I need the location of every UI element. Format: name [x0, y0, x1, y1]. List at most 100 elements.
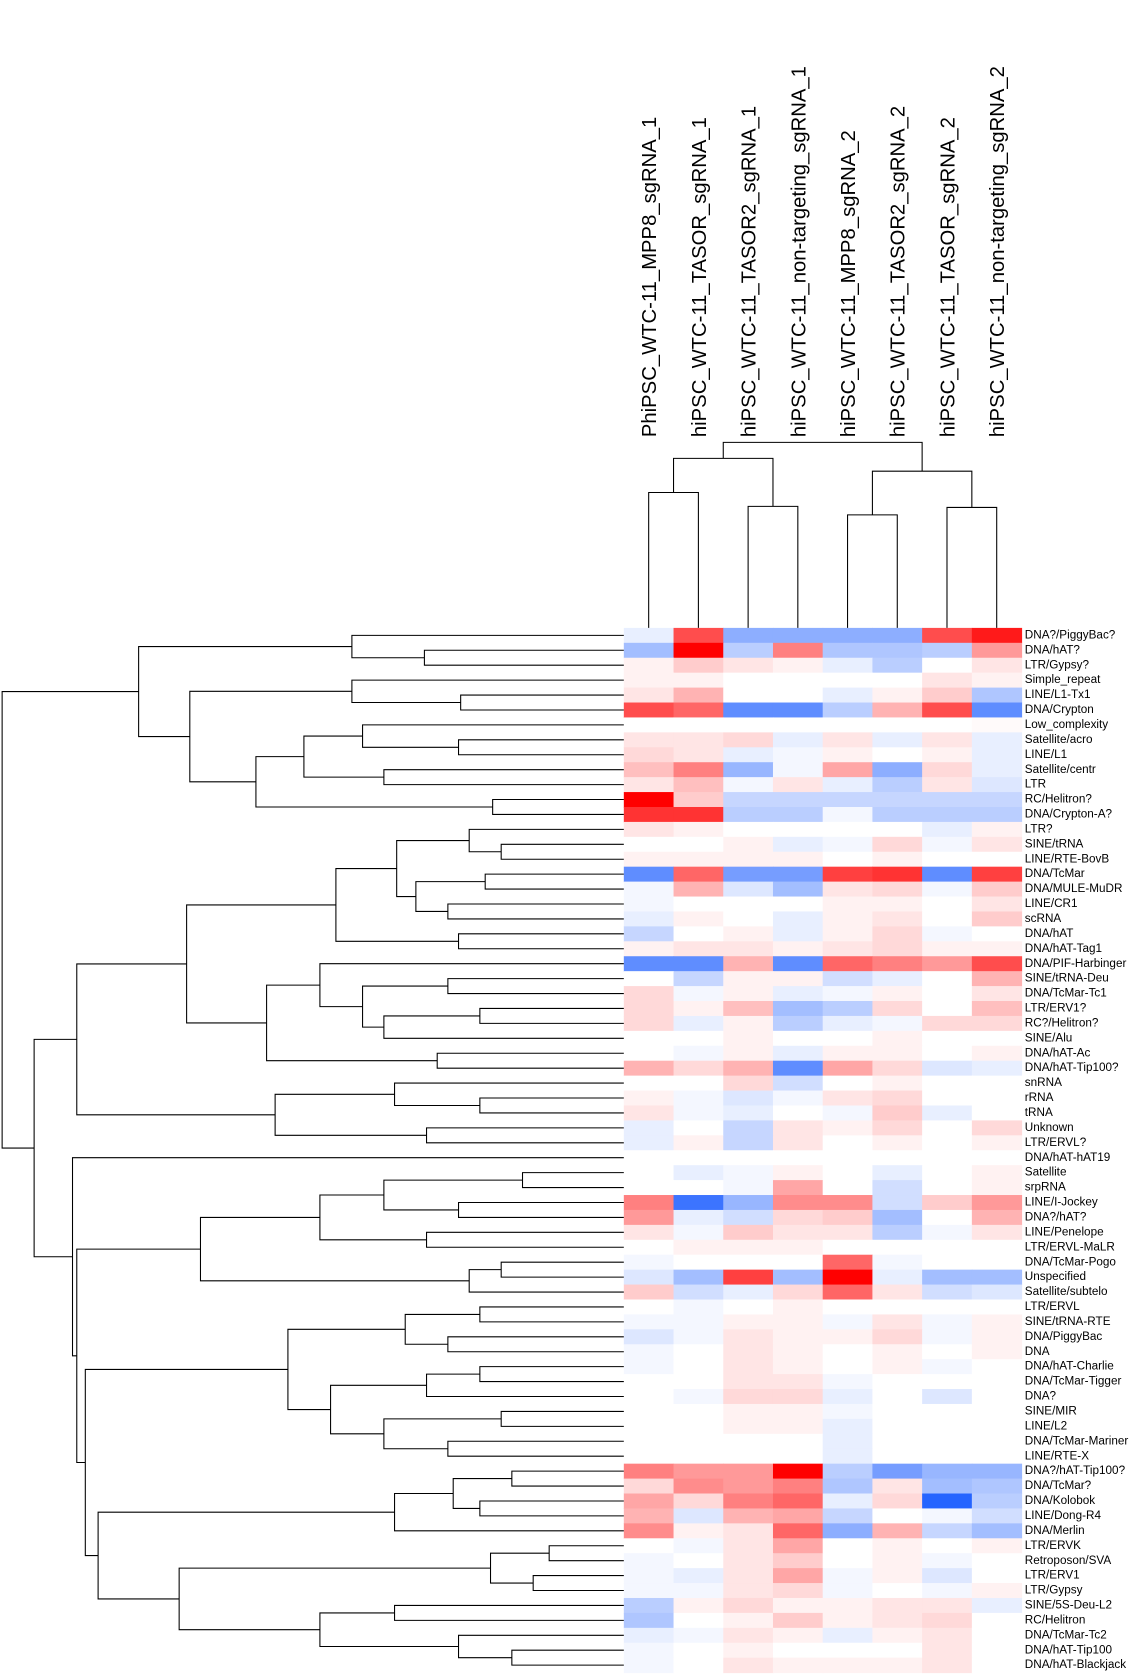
heatmap-cell	[623, 911, 675, 927]
heatmap-cell	[922, 1239, 973, 1256]
heatmap-cell	[872, 1284, 923, 1301]
dendrogram-branch	[330, 1384, 427, 1435]
heatmap-cell	[822, 1508, 873, 1524]
heatmap-cell	[872, 747, 923, 763]
heatmap-cell	[872, 1015, 923, 1032]
heatmap-cell	[772, 1374, 824, 1390]
heatmap-cell	[822, 956, 873, 972]
heatmap-cell	[971, 881, 1023, 898]
dendrogram-branch	[479, 1500, 624, 1517]
row-label: SINE/5S-Deu-L2	[1025, 1599, 1112, 1612]
heatmap-cell	[723, 1075, 774, 1092]
heatmap-cell	[723, 627, 774, 644]
heatmap-cell	[673, 1090, 724, 1107]
heatmap-cell	[673, 702, 724, 718]
heatmap-cell	[822, 702, 873, 718]
heatmap-cell	[723, 1165, 774, 1181]
heatmap-cell	[922, 1583, 973, 1599]
row-label: DNA/PiggyBac	[1025, 1330, 1103, 1343]
heatmap-cell	[822, 1389, 873, 1405]
heatmap-cell	[822, 1448, 873, 1465]
heatmap-cell	[822, 1239, 873, 1256]
row-label: LINE/Penelope	[1025, 1225, 1104, 1238]
heatmap-cell	[971, 1642, 1023, 1659]
heatmap-cell	[872, 1239, 923, 1256]
heatmap-cell	[623, 1269, 675, 1286]
row-label: SINE/Alu	[1025, 1031, 1073, 1044]
heatmap-cell	[623, 1433, 675, 1450]
heatmap-cell	[673, 926, 724, 942]
heatmap-cell	[822, 1329, 873, 1345]
heatmap-cell	[822, 1015, 873, 1032]
heatmap-cell	[822, 1060, 873, 1077]
heatmap-cell	[872, 687, 923, 704]
heatmap-cell	[772, 1239, 824, 1256]
heatmap-cell	[673, 1045, 724, 1062]
heatmap-cell	[822, 1045, 873, 1062]
heatmap-cell	[822, 1075, 873, 1092]
heatmap-cell	[772, 1090, 824, 1107]
row-label: Simple_repeat	[1025, 673, 1101, 686]
heatmap-cell	[772, 762, 824, 778]
row-label: LINE/L1	[1025, 748, 1067, 761]
heatmap-cell	[822, 672, 873, 689]
row-label: DNA/TcMar-Tc2	[1025, 1628, 1107, 1641]
heatmap-cell	[822, 1612, 873, 1629]
heatmap-cell	[922, 836, 973, 853]
row-label: Satellite/acro	[1025, 733, 1093, 746]
heatmap-cell	[623, 642, 675, 659]
heatmap-cell	[772, 747, 824, 763]
heatmap-cell	[623, 1195, 675, 1211]
dendrogram-branch	[255, 756, 493, 808]
heatmap-cell	[723, 1045, 774, 1062]
heatmap-cell	[822, 1463, 873, 1480]
heatmap-cell	[822, 986, 873, 1002]
dendrogram-branch	[479, 1007, 624, 1024]
heatmap-cell	[922, 1493, 973, 1509]
heatmap-cell	[623, 836, 675, 853]
heatmap-cell	[673, 1374, 724, 1390]
heatmap-cell	[922, 1075, 973, 1092]
heatmap-cell	[872, 717, 923, 733]
heatmap-cell	[922, 1090, 973, 1107]
heatmap-cell	[723, 1538, 774, 1554]
heatmap-cell	[723, 1389, 774, 1405]
row-label: LTR/ERVL-MaLR	[1025, 1240, 1115, 1253]
heatmap-cell	[872, 1642, 923, 1659]
heatmap-cell	[772, 1001, 824, 1017]
heatmap-cell	[922, 896, 973, 912]
heatmap-cell	[822, 1180, 873, 1196]
dendrogram-branch	[521, 1172, 624, 1189]
dendrogram-branch	[274, 1093, 427, 1136]
heatmap-cell	[772, 1329, 824, 1345]
row-label: scRNA	[1025, 912, 1062, 925]
dendrogram-branch	[76, 1248, 201, 1464]
row-label: Unspecified	[1025, 1270, 1086, 1283]
heatmap-cell	[922, 1642, 973, 1659]
heatmap-cell	[772, 1195, 824, 1211]
dendrogram-branch	[447, 1440, 624, 1457]
heatmap-cell	[971, 1538, 1023, 1554]
heatmap-cell	[872, 1299, 923, 1315]
heatmap-cell	[723, 747, 774, 763]
heatmap-cell	[723, 762, 774, 778]
heatmap-cell	[673, 1224, 724, 1241]
heatmap-cell	[623, 1060, 675, 1077]
heatmap-cell	[822, 732, 873, 748]
heatmap-cell	[922, 627, 973, 644]
row-label: DNA/PIF-Harbinger	[1025, 957, 1127, 970]
heatmap-cell	[872, 911, 923, 927]
heatmap-cell	[623, 1493, 675, 1509]
row-label: LTR/Gypsy	[1025, 1584, 1083, 1597]
heatmap-cell	[623, 941, 675, 957]
heatmap-cell	[623, 1299, 675, 1315]
heatmap-cell	[922, 1329, 973, 1345]
dendrogram-branch	[319, 1194, 427, 1241]
heatmap-cell	[673, 1597, 724, 1614]
heatmap-cell	[971, 836, 1023, 853]
heatmap-cell	[971, 1329, 1023, 1345]
dendrogram-branch	[404, 1313, 480, 1345]
heatmap-cell	[922, 1030, 973, 1047]
